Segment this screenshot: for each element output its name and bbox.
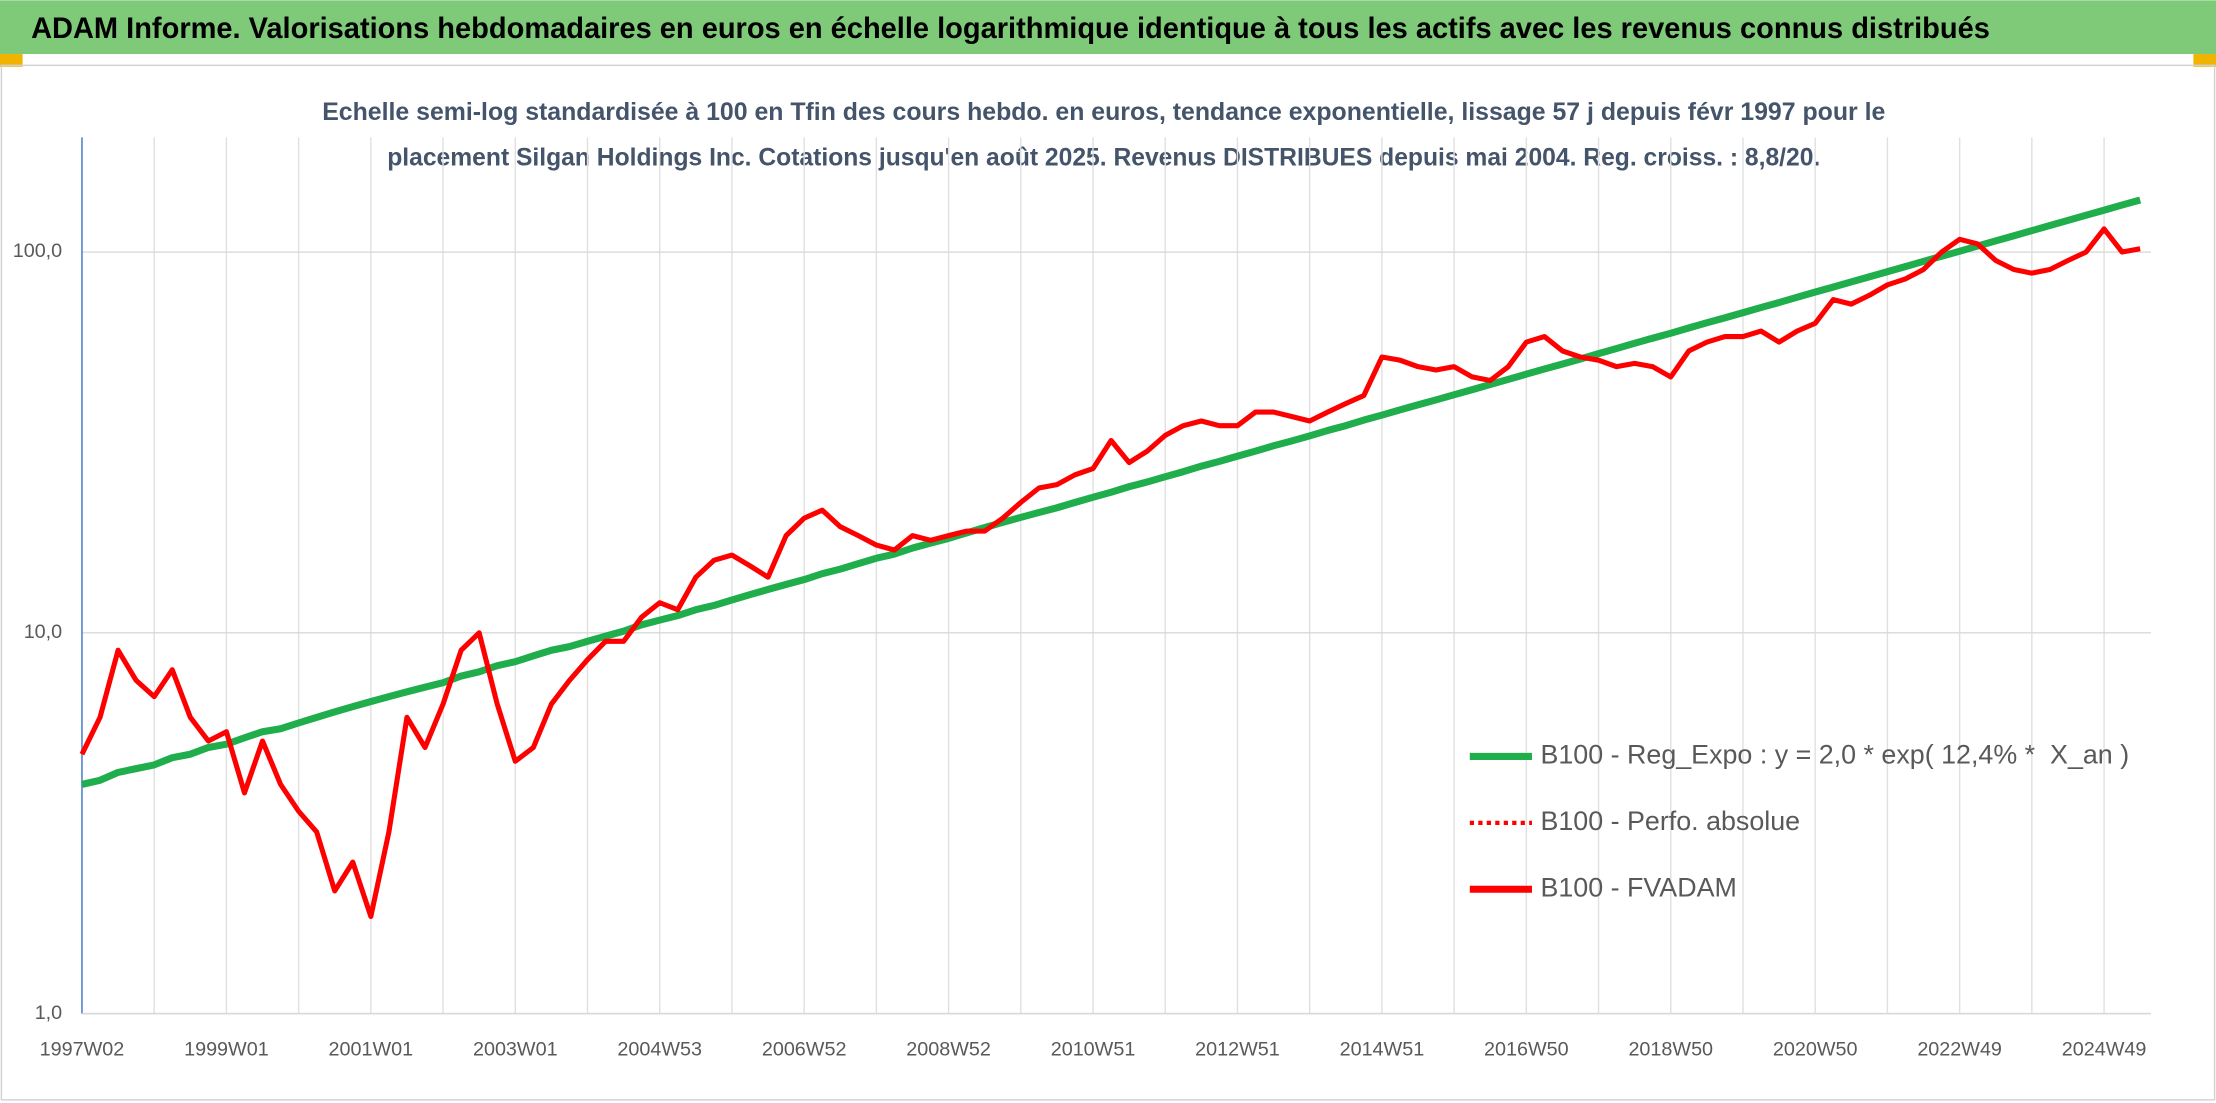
x-tick-label: 2022W49 xyxy=(1917,1039,2002,1061)
x-tick-label: 2001W01 xyxy=(329,1039,414,1061)
y-tick-label: 10,0 xyxy=(24,621,62,643)
chart-border xyxy=(0,64,2216,1101)
x-tick-label: 2012W51 xyxy=(1195,1039,1280,1061)
x-tick-label: 2010W51 xyxy=(1051,1039,1136,1061)
x-tick-label: 1999W01 xyxy=(184,1039,269,1061)
corner-mark xyxy=(0,54,23,67)
chart-subtitle: Echelle semi-log standardisée à 100 en T… xyxy=(322,98,1885,126)
x-tick-label: 2004W53 xyxy=(617,1039,702,1061)
y-tick-label: 1,0 xyxy=(35,1002,62,1024)
chart-title: ADAM Informe. Valorisations hebdomadaire… xyxy=(31,12,1990,45)
y-tick-label: 100,0 xyxy=(13,240,62,262)
header-bar xyxy=(0,0,2216,55)
chart-subtitle: placement Silgan Holdings Inc. Cotations… xyxy=(387,143,1820,171)
legend-label: B100 - Reg_Expo : y = 2,0 * exp( 12,4% *… xyxy=(1540,740,2129,770)
data-line xyxy=(81,196,2142,788)
legend-label: B100 - FVADAM xyxy=(1540,872,1736,902)
x-tick-label: 2020W50 xyxy=(1773,1039,1858,1061)
legend-label: B100 - Perfo. absolue xyxy=(1540,806,1800,836)
x-tick-label: 2014W51 xyxy=(1340,1039,1425,1061)
x-tick-label: 2016W50 xyxy=(1484,1039,1569,1061)
corner-mark xyxy=(2193,54,2216,67)
x-tick-label: 2018W50 xyxy=(1628,1039,1713,1061)
x-tick-label: 2003W01 xyxy=(473,1039,558,1061)
x-tick-label: 1997W02 xyxy=(40,1039,125,1061)
x-tick-label: 2008W52 xyxy=(906,1039,991,1061)
data-line xyxy=(79,226,2141,919)
x-tick-label: 2024W49 xyxy=(2062,1039,2147,1061)
x-tick-label: 2006W52 xyxy=(762,1039,847,1061)
